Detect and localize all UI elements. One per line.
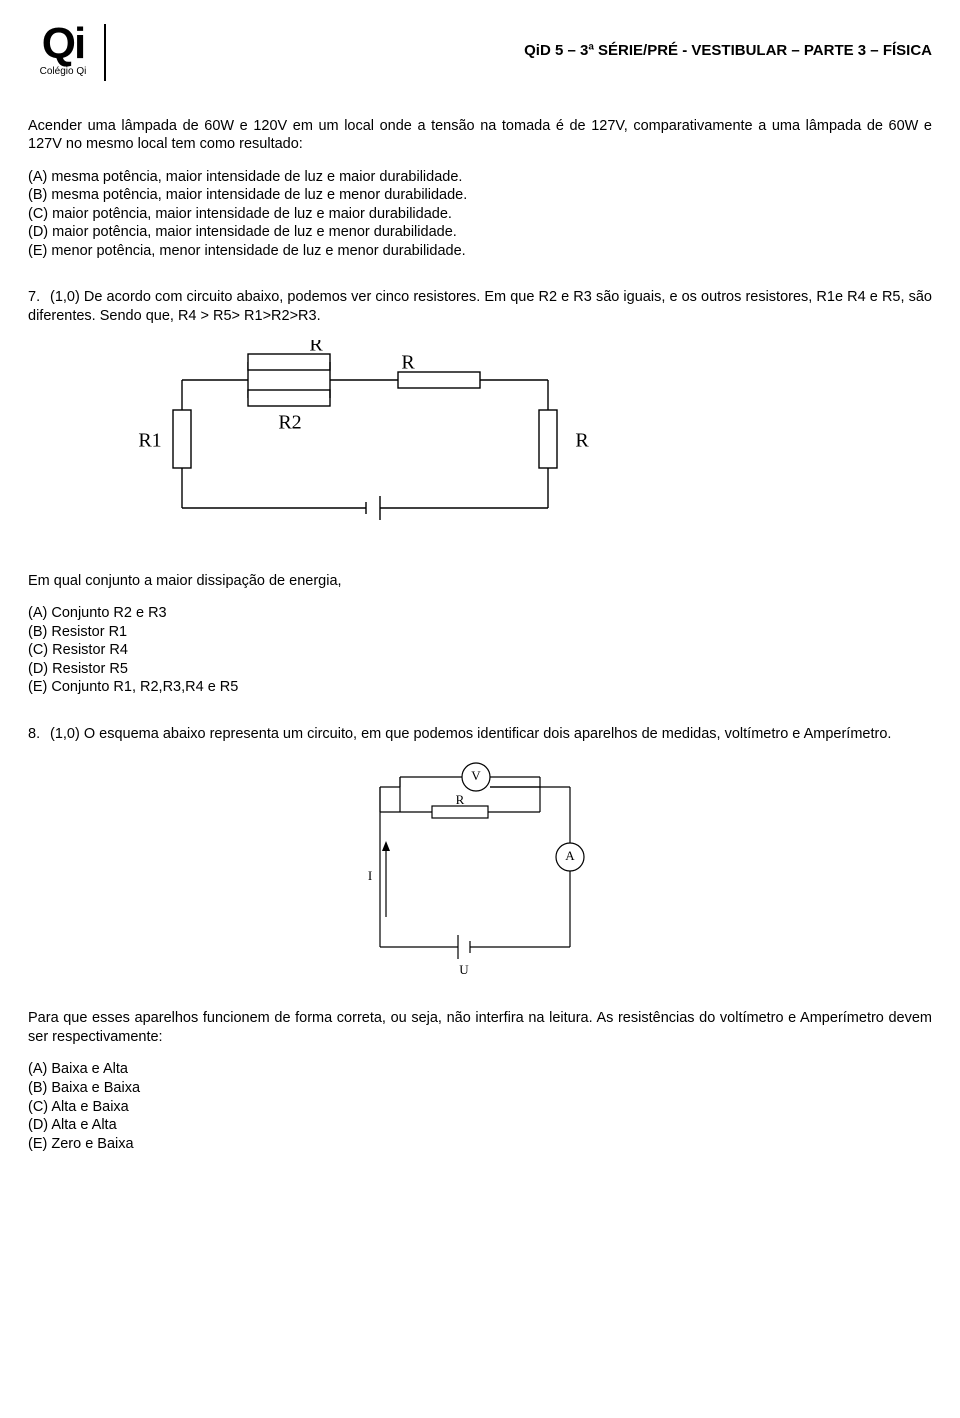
q8-text: 8.(1,0) O esquema abaixo representa um c… [28,725,932,744]
q8-body: (1,0) O esquema abaixo representa um cir… [50,726,891,742]
q7-circuit-diagram: R R R1 R2 R [108,340,932,550]
q7-option-e: (E) Conjunto R1, R2,R3,R4 e R5 [28,678,932,697]
q8-options: (A) Baixa e Alta (B) Baixa e Baixa (C) A… [28,1060,932,1153]
q7-label-r1: R1 [138,429,161,451]
q8-label-a: A [565,848,575,863]
q8-number: 8. [28,725,50,744]
q7-prompt: Em qual conjunto a maior dissipação de e… [28,572,932,591]
q8-label-r: R [456,792,465,807]
q6-option-e: (E) menor potência, menor intensidade de… [28,242,932,261]
q8-closing: Para que esses aparelhos funcionem de fo… [28,1009,932,1046]
q7-options: (A) Conjunto R2 e R3 (B) Resistor R1 (C)… [28,604,932,697]
q6-paragraph: Acender uma lâmpada de 60W e 120V em um … [28,117,932,154]
page-header: Qi Colégio Qi QiD 5 – 3ª SÉRIE/PRÉ - VES… [28,24,932,81]
q7-option-b: (B) Resistor R1 [28,623,932,642]
q6-option-d: (D) maior potência, maior intensidade de… [28,223,932,242]
logo: Qi Colégio Qi [28,24,106,81]
q8-circuit-diagram: V R A I U [28,757,932,987]
q7-option-d: (D) Resistor R5 [28,660,932,679]
q8-option-b: (B) Baixa e Baixa [28,1079,932,1098]
q7-number: 7. [28,288,50,307]
q8-option-c: (C) Alta e Baixa [28,1098,932,1117]
q7-option-c: (C) Resistor R4 [28,641,932,660]
q8-label-v: V [471,768,481,783]
logo-text: Qi [42,24,84,64]
logo-subtext: Colégio Qi [40,66,87,77]
q7-label-r4: R [401,351,415,373]
document-title: QiD 5 – 3ª SÉRIE/PRÉ - VESTIBULAR – PART… [106,24,932,59]
q6-option-a: (A) mesma potência, maior intensidade de… [28,168,932,187]
q8-label-i: I [368,868,372,883]
q7-body: (1,0) De acordo com circuito abaixo, pod… [28,289,932,324]
q6-option-c: (C) maior potência, maior intensidade de… [28,205,932,224]
q7-label-r5: R [575,429,589,451]
q7-option-a: (A) Conjunto R2 e R3 [28,604,932,623]
q6-options: (A) mesma potência, maior intensidade de… [28,168,932,261]
q8-option-a: (A) Baixa e Alta [28,1060,932,1079]
q7-label-r3: R [309,340,323,356]
q6-option-b: (B) mesma potência, maior intensidade de… [28,186,932,205]
q7-text: 7.(1,0) De acordo com circuito abaixo, p… [28,288,932,325]
q7-label-r2: R2 [278,411,301,433]
q8-option-e: (E) Zero e Baixa [28,1135,932,1154]
q8-option-d: (D) Alta e Alta [28,1116,932,1135]
q8-label-u: U [459,962,469,977]
